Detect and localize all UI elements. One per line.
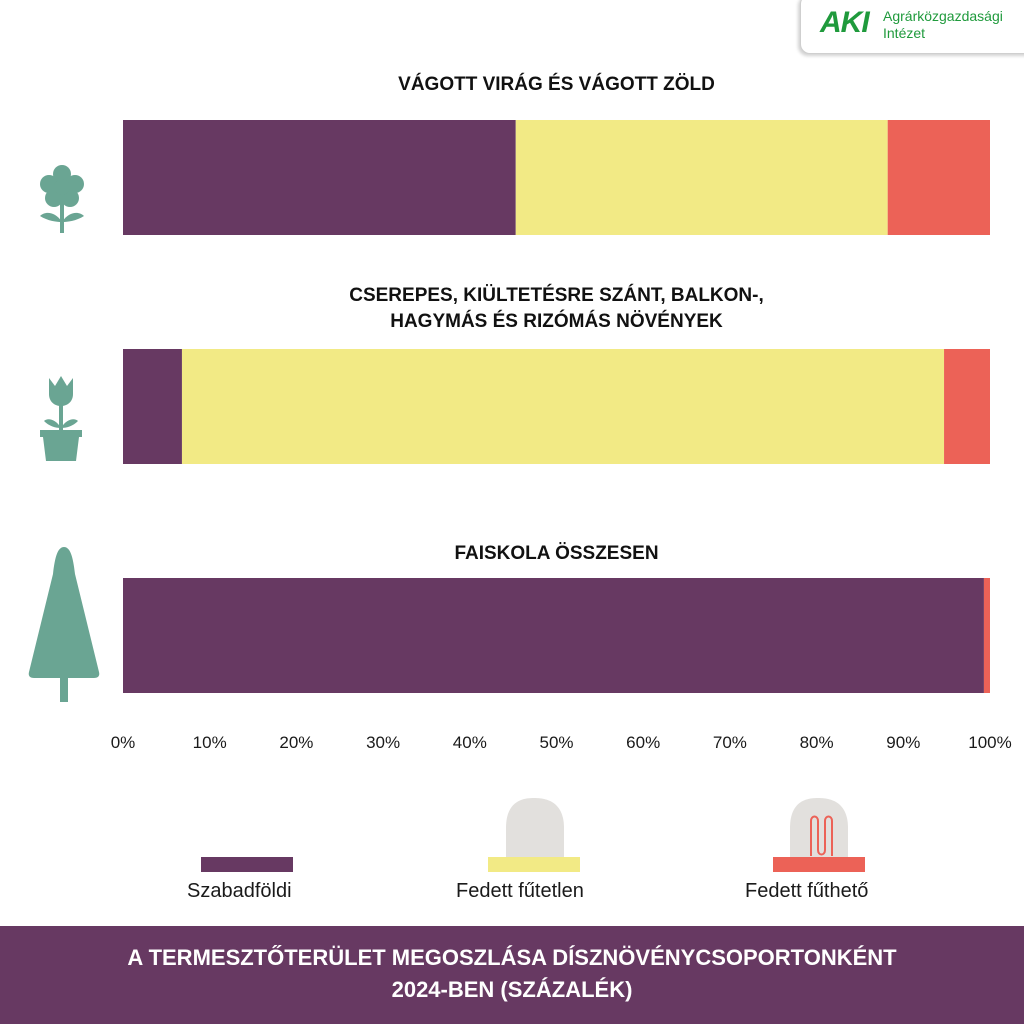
legend-swatch-1 [201, 857, 293, 872]
bar-segment-1-1 [123, 120, 516, 235]
x-tick-label: 60% [626, 733, 660, 752]
heated-greenhouse-icon [790, 798, 848, 858]
flower-icon [40, 165, 84, 233]
x-tick-label: 100% [968, 733, 1011, 752]
bar-layer [123, 120, 990, 693]
group-title-line: FAISKOLA ÖSSZESEN [454, 543, 659, 564]
group-title-line: HAGYMÁS ÉS RIZÓMÁS NÖVÉNYEK [390, 311, 723, 332]
bar-segment-2-2 [181, 349, 945, 464]
x-tick-label: 70% [713, 733, 747, 752]
x-axis-tick-labels: 0% 10% 20% 30% 40% 50% 60% 70% 80% 90% 100% [111, 733, 1012, 752]
x-tick-label: 40% [453, 733, 487, 752]
greenhouse-icon [506, 798, 564, 858]
logo-mark: AKI [820, 6, 870, 39]
chart-title-footer: A TERMESZTŐTERÜLET MEGOSZLÁSA DÍSZNÖVÉNY… [0, 926, 1024, 1024]
legend-swatch-2 [488, 857, 580, 872]
bar-segment-1-3 [887, 120, 990, 235]
x-tick-label: 50% [539, 733, 573, 752]
logo-name: Agrárközgazdasági Intézet [883, 8, 1003, 42]
bar-segment-3-1 [123, 578, 984, 693]
group-title-potted-plants: CSEREPES, KIÜLTETÉSRE SZÁNT, BALKON-, HA… [123, 283, 990, 335]
group-title-line: VÁGOTT VIRÁG ÉS VÁGOTT ZÖLD [398, 74, 715, 95]
legend-label-covered-unheated: Fedett fűtetlen [456, 880, 584, 902]
logo-badge [800, 0, 1024, 54]
logo-name-line2: Intézet [883, 25, 926, 41]
x-tick-label: 90% [886, 733, 920, 752]
bar-segment-2-3 [944, 349, 990, 464]
x-tick-label: 20% [279, 733, 313, 752]
group-title-line: CSEREPES, KIÜLTETÉSRE SZÁNT, BALKON-, [349, 285, 764, 306]
x-tick-label: 30% [366, 733, 400, 752]
legend-swatch-3 [773, 857, 865, 872]
bar-segment-1-2 [515, 120, 888, 235]
potted-tulip-icon [40, 376, 82, 461]
chart-title-line2: 2024-BEN (SZÁZALÉK) [391, 977, 633, 1002]
x-tick-label: 0% [111, 733, 136, 752]
legend-label-covered-heated: Fedett fűthető [745, 880, 869, 902]
bar-segment-3-3 [983, 578, 990, 693]
x-tick-label: 80% [800, 733, 834, 752]
bar-segment-2-1 [123, 349, 182, 464]
legend-label-open-field: Szabadföldi [187, 880, 292, 902]
legend-icon-layer [506, 798, 848, 858]
group-title-nursery: FAISKOLA ÖSSZESEN [123, 541, 990, 567]
logo-name-line1: Agrárközgazdasági [883, 8, 1003, 24]
group-title-cut-flowers: VÁGOTT VIRÁG ÉS VÁGOTT ZÖLD [123, 72, 990, 98]
chart-title-line1: A TERMESZTŐTERÜLET MEGOSZLÁSA DÍSZNÖVÉNY… [127, 945, 897, 970]
x-tick-label: 10% [193, 733, 227, 752]
conifer-tree-icon [28, 547, 100, 702]
legend-swatches [201, 857, 865, 872]
